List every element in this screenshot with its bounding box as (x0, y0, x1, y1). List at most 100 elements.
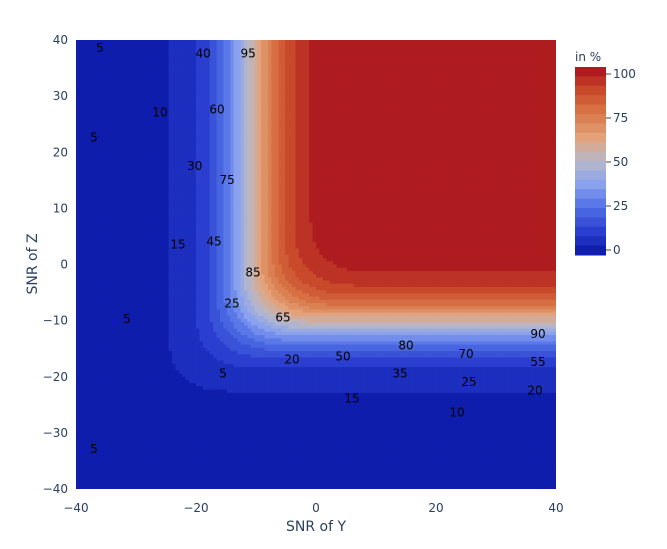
contour-cell (96, 49, 101, 54)
contour-cell (319, 56, 324, 60)
contour-cell (110, 56, 115, 60)
contour-cell (456, 49, 461, 54)
contour-cell (213, 46, 218, 51)
contour-cell (360, 59, 365, 64)
contour-cell (353, 46, 358, 51)
contour-cell (285, 49, 290, 54)
contour-cell (429, 52, 434, 57)
contour-cell (247, 40, 252, 44)
contour-cell (401, 52, 406, 57)
contour-cell (367, 40, 372, 44)
contour-cell (394, 43, 399, 48)
contour-cell (292, 49, 297, 54)
contour-cell (144, 46, 149, 51)
contour-cell (302, 40, 307, 44)
contour-cell (453, 52, 458, 57)
contour-cell (120, 46, 125, 51)
contour-cell (490, 56, 495, 60)
contour-cell (82, 43, 87, 48)
contour-cell (244, 40, 249, 44)
contour-cell (264, 46, 269, 51)
contour-cell (151, 43, 156, 48)
contour-cell (298, 56, 303, 60)
contour-cell (460, 56, 465, 60)
contour-cell (408, 43, 413, 48)
contour-cell (172, 40, 177, 44)
contour-cell (425, 52, 430, 57)
contour-cell (480, 40, 485, 44)
contour-cell (394, 40, 399, 44)
contour-cell (367, 49, 372, 54)
contour-cell (480, 49, 485, 54)
contour-cell (161, 59, 166, 64)
contour-cell (257, 52, 262, 57)
contour-cell (185, 56, 190, 60)
contour-cell (329, 49, 334, 54)
contour-cell (302, 59, 307, 64)
contour-cell (350, 52, 355, 57)
contour-cell (432, 46, 437, 51)
contour-cell (233, 52, 238, 57)
contour-cell (268, 43, 273, 48)
contour-cell (230, 56, 235, 60)
contour-cell (535, 56, 540, 60)
contour-cell (511, 40, 516, 44)
contour-cell (412, 56, 417, 60)
contour-cell (449, 52, 454, 57)
contour-cell (189, 40, 194, 44)
contour-cell (137, 56, 142, 60)
contour-cell (350, 49, 355, 54)
contour-cell (158, 40, 163, 44)
contour-cell (134, 46, 139, 51)
contour-cell (322, 56, 327, 60)
contour-cell (514, 43, 519, 48)
contour-cell (189, 46, 194, 51)
contour-cell (442, 43, 447, 48)
contour-cell (79, 46, 84, 51)
contour-cell (377, 52, 382, 57)
contour-cell (470, 49, 475, 54)
contour-cell (374, 52, 379, 57)
contour-cell (124, 43, 129, 48)
contour-cell (127, 56, 132, 60)
contour-cell (425, 56, 430, 60)
contour-cell (501, 49, 506, 54)
contour-cell (274, 56, 279, 60)
contour-cell (220, 59, 225, 64)
contour-cell (185, 40, 190, 44)
contour-cell (319, 49, 324, 54)
contour-cell (442, 56, 447, 60)
contour-cell (189, 49, 194, 54)
contour-cell (412, 49, 417, 54)
contour-cell (514, 49, 519, 54)
contour-cell (199, 52, 204, 57)
contour-cell (89, 59, 94, 64)
contour-cell (137, 43, 142, 48)
contour-cell (237, 59, 242, 64)
contour-cell (250, 56, 255, 60)
contour-cell (319, 59, 324, 64)
contour-cell (268, 59, 273, 64)
contour-cell (281, 46, 286, 51)
contour-cell (206, 43, 211, 48)
contour-cell (514, 52, 519, 57)
contour-cell (343, 59, 348, 64)
contour-cell (117, 56, 122, 60)
contour-cell (165, 40, 170, 44)
contour-cell (216, 52, 221, 57)
contour-cell (158, 43, 163, 48)
contour-cell (278, 56, 283, 60)
contour-cell (408, 49, 413, 54)
contour-cell (295, 59, 300, 64)
contour-cell (316, 49, 321, 54)
contour-cell (453, 43, 458, 48)
contour-cell (100, 59, 105, 64)
contour-cell (127, 46, 132, 51)
contour-cell (103, 46, 108, 51)
contour-cell (415, 40, 420, 44)
contour-cell (477, 49, 482, 54)
contour-cell (161, 43, 166, 48)
contour-cell (220, 52, 225, 57)
contour-cell (340, 59, 345, 64)
contour-cell (518, 40, 523, 44)
